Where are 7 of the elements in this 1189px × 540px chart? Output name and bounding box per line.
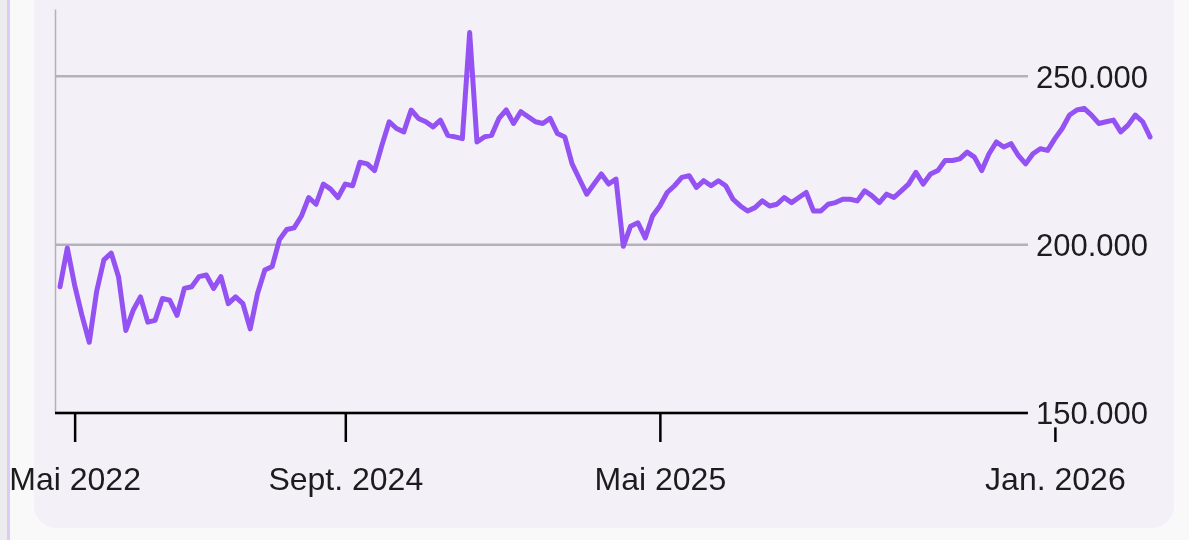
x-tick-label: Jan. 2026	[985, 460, 1126, 497]
x-tick-label: Mai 2022	[9, 460, 141, 497]
y-tick-label: 150.000	[1035, 396, 1148, 432]
y-tick-label: 200.000	[1035, 228, 1148, 264]
x-tick-label: Sept. 2024	[268, 460, 424, 497]
x-tick-label: Mai 2025	[594, 460, 727, 497]
y-tick-label: 250.000	[1035, 59, 1148, 95]
